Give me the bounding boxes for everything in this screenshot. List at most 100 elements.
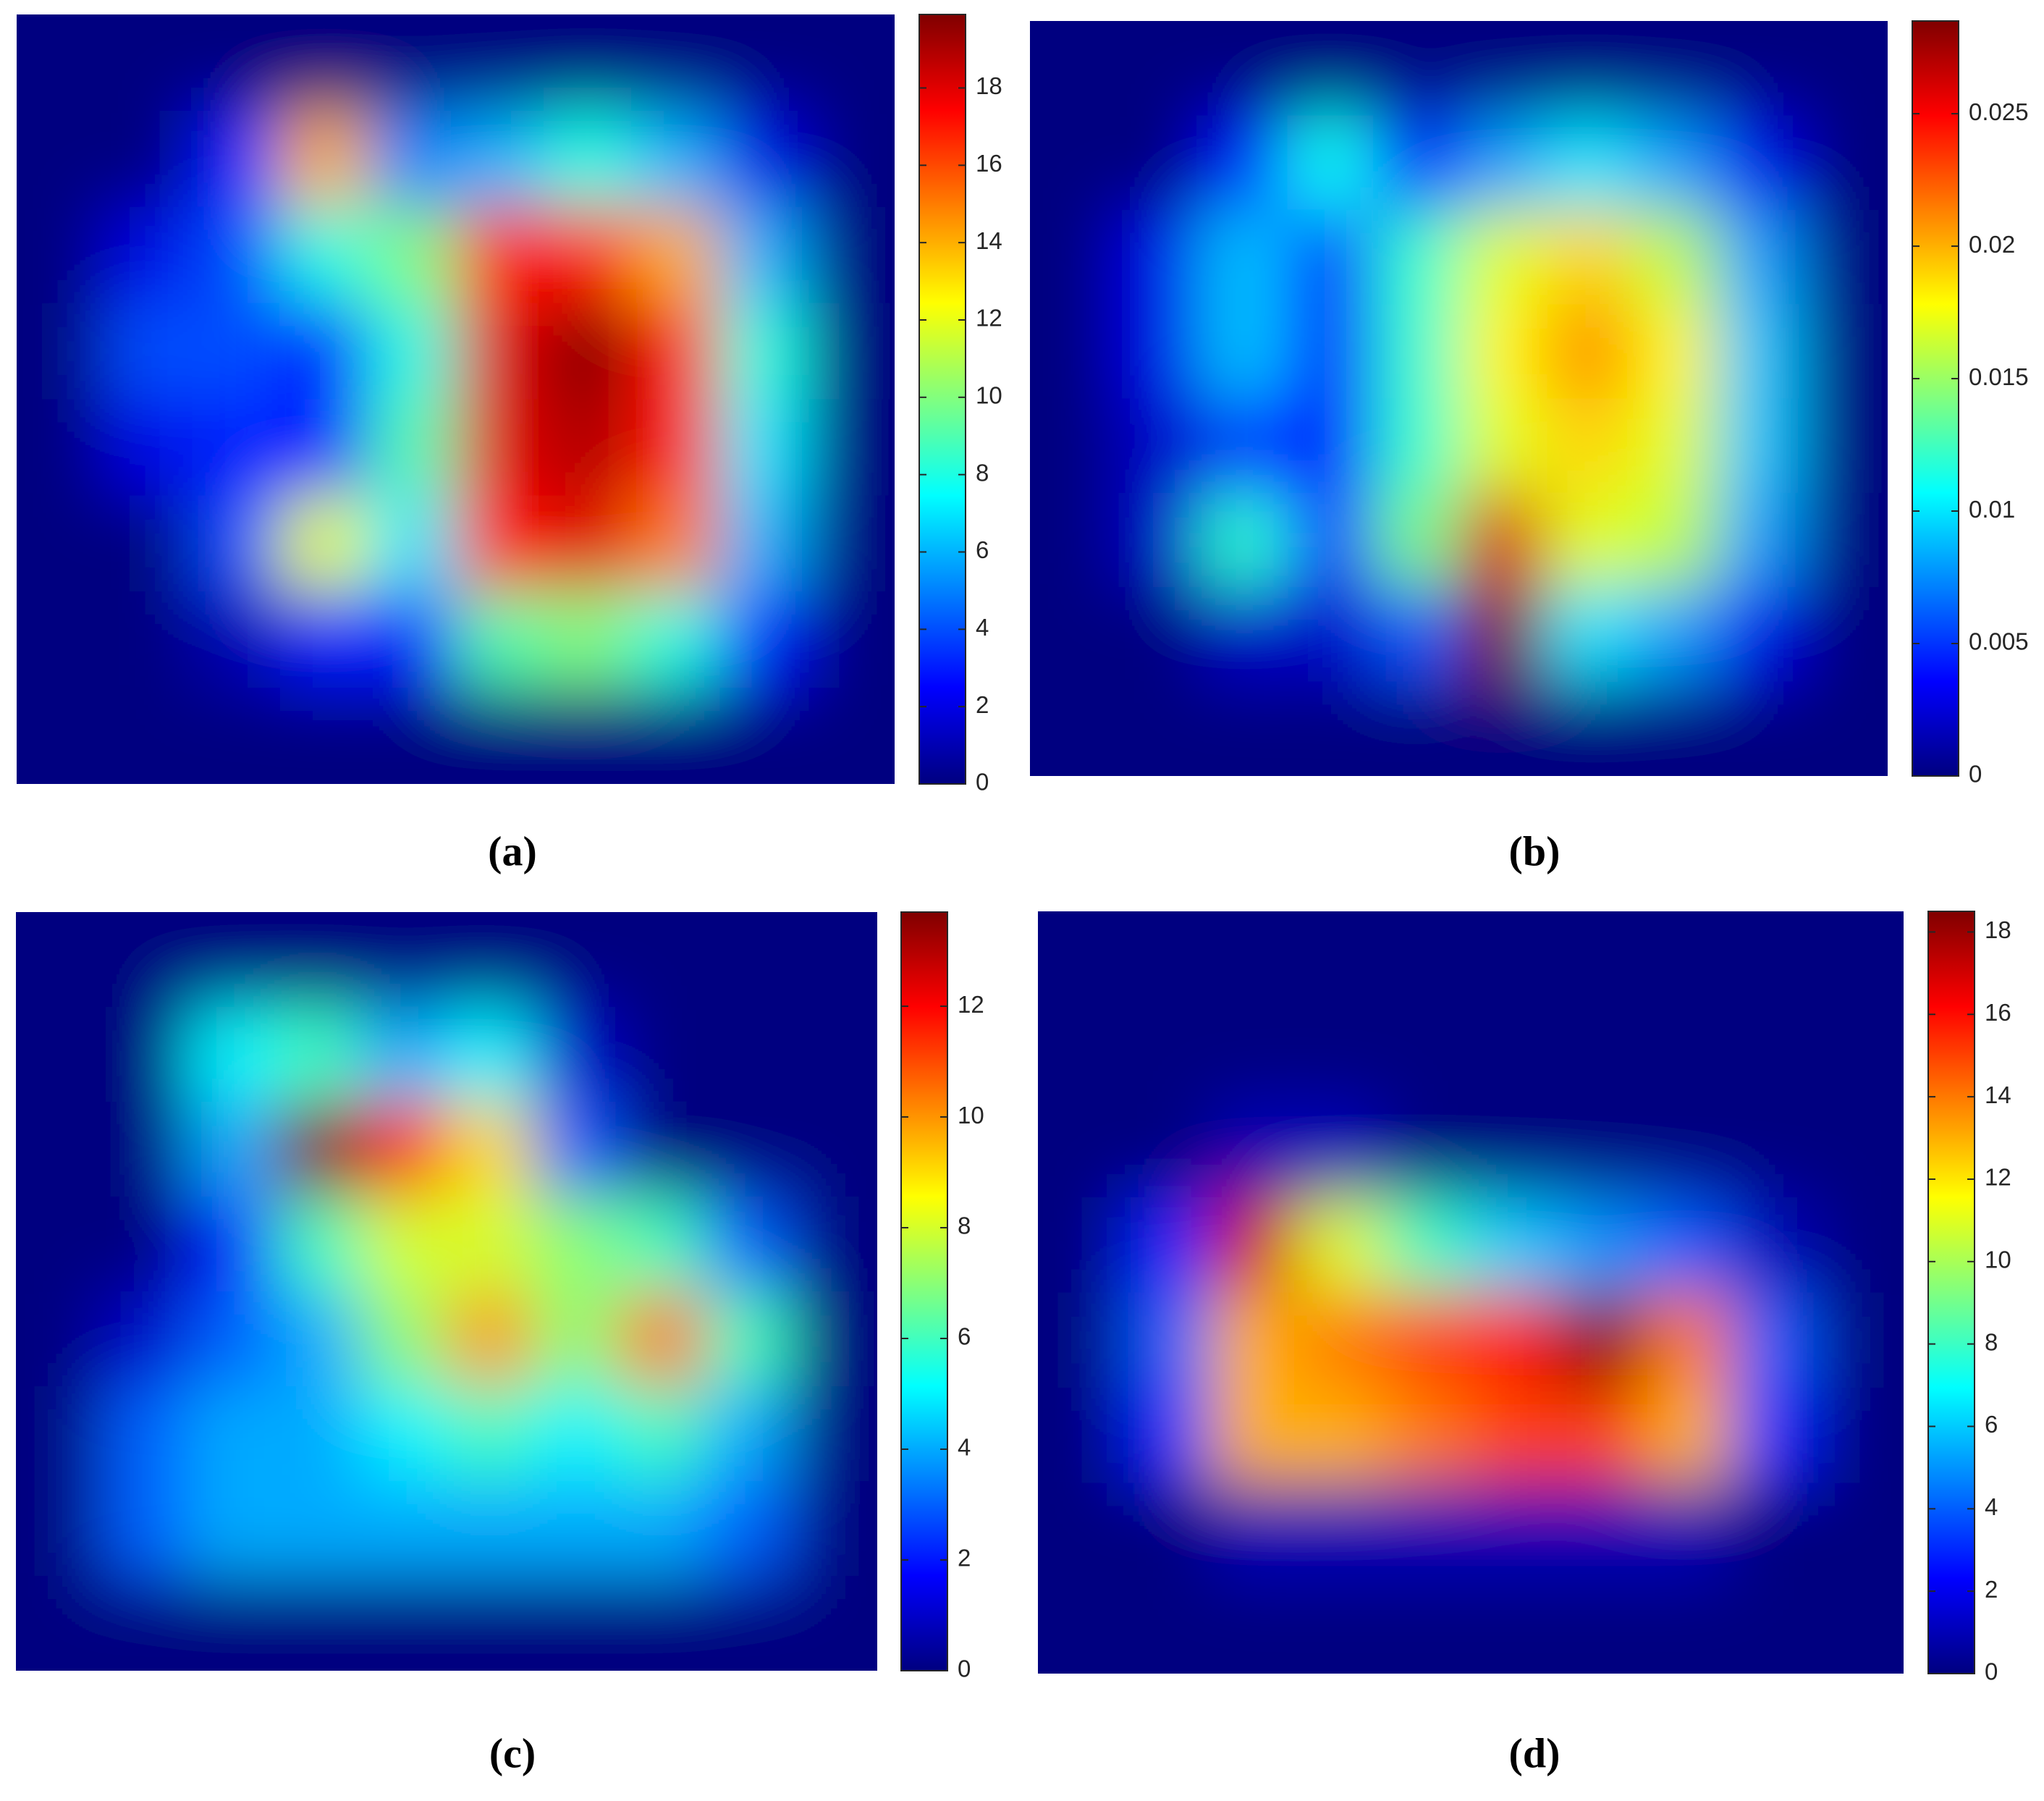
heatmap-cell — [1038, 1292, 1126, 1389]
heatmap-cell — [705, 912, 792, 1008]
heatmap-cell — [719, 303, 808, 400]
heatmap-cell — [806, 14, 895, 111]
colorbar-tick-label: 4 — [976, 614, 989, 641]
heatmap-cell — [17, 591, 106, 689]
heatmap-cell — [1802, 681, 1888, 776]
heatmap-cell — [1630, 304, 1717, 400]
heatmap-cell — [1030, 587, 1117, 683]
heatmap-cell — [360, 1291, 447, 1387]
heatmap-cell — [1716, 587, 1803, 683]
heatmap-cell — [1202, 492, 1288, 589]
heatmap-cell — [274, 912, 361, 1008]
heatmap-cell — [719, 688, 808, 784]
colorbar-tick-label: 10 — [1985, 1247, 2011, 1273]
colorbar-tick-label: 2 — [958, 1545, 971, 1572]
heatmap-cell — [1124, 1197, 1212, 1294]
heatmap-cell — [1545, 21, 1631, 117]
heatmap-cell — [274, 1481, 361, 1577]
heatmap-cell — [533, 1481, 620, 1577]
heatmap-cell — [1211, 1388, 1298, 1484]
colorbar-tick-label: 0.015 — [1969, 363, 2029, 390]
heatmap-cell — [455, 14, 544, 111]
heatmap-cell — [631, 206, 720, 304]
heatmap-cell — [543, 399, 633, 497]
heatmap-cell — [1471, 1482, 1558, 1579]
heatmap-cell — [1802, 398, 1888, 494]
heatmap-cell — [1802, 304, 1888, 400]
heatmap-cell — [192, 399, 281, 497]
colorbar-tick-label: 4 — [958, 1434, 971, 1461]
heatmap-cell — [1211, 1197, 1298, 1294]
heatmap-cell — [791, 1576, 877, 1671]
heatmap-cell — [274, 1197, 361, 1292]
heatmap-cell — [1373, 115, 1460, 211]
heatmap-cell — [188, 1197, 275, 1292]
heatmap-cell — [1373, 681, 1460, 776]
heatmap-cell — [102, 1386, 189, 1482]
heatmap-cell — [104, 591, 193, 689]
caption: (b) — [1509, 827, 1561, 874]
colorbar-tick-label: 6 — [976, 536, 989, 563]
heatmap-cell — [533, 1197, 620, 1292]
heatmap-cell — [447, 1386, 533, 1482]
heatmap-cell — [1802, 492, 1888, 589]
heatmap-cell — [719, 206, 808, 304]
heatmap-cell — [1202, 587, 1288, 683]
heatmap-cell — [1373, 304, 1460, 400]
heatmap-cell — [1630, 398, 1717, 494]
heatmap-cells — [1030, 21, 1888, 776]
colorbar-tick-label: 0 — [1969, 761, 1982, 788]
heatmap-cell — [1545, 398, 1631, 494]
colorbar-tick-label: 6 — [1985, 1411, 1998, 1438]
heatmap-cell — [791, 1386, 877, 1482]
colorbar-tick-label: 8 — [976, 459, 989, 486]
heatmap-cell — [631, 591, 720, 689]
heatmap-cell — [1557, 1578, 1645, 1674]
heatmap-cell — [1545, 304, 1631, 400]
heatmap-cell — [631, 688, 720, 784]
heatmap — [16, 912, 877, 1671]
heatmap-cell — [192, 206, 281, 304]
heatmap-cell — [368, 688, 457, 784]
heatmap-cell — [1038, 1006, 1126, 1103]
heatmap-cell — [619, 1291, 706, 1387]
heatmap-cell — [274, 1291, 361, 1387]
colorbar-tick-label: 16 — [1985, 999, 2011, 1026]
heatmap-cell — [368, 110, 457, 208]
heatmap-cell — [1373, 21, 1460, 117]
heatmap-cell — [192, 110, 281, 208]
heatmap-cell — [619, 1007, 706, 1102]
heatmap-cell — [1802, 115, 1888, 211]
heatmap-cell — [1124, 911, 1212, 1008]
heatmap-cell — [447, 1576, 533, 1671]
heatmap-cell — [1297, 1292, 1385, 1389]
heatmap-cell — [360, 1007, 447, 1102]
heatmap-cell — [17, 303, 106, 400]
caption: (a) — [488, 827, 537, 874]
heatmap-cell — [543, 110, 633, 208]
heatmap-cell — [1124, 1006, 1212, 1103]
heatmap-cell — [705, 1102, 792, 1197]
heatmap-cell — [1202, 304, 1288, 400]
heatmap-cell — [1817, 1006, 1904, 1103]
heatmap-cell — [533, 912, 620, 1008]
heatmap-cell — [1211, 1292, 1298, 1389]
heatmap-cell — [1384, 1292, 1471, 1389]
heatmap-cell — [1115, 209, 1202, 305]
heatmap-cell — [1373, 398, 1460, 494]
heatmap-cell — [1630, 681, 1717, 776]
heatmap-cell — [1545, 681, 1631, 776]
heatmap-cell — [1287, 492, 1374, 589]
heatmap-cell — [1038, 1388, 1126, 1484]
colorbar — [900, 911, 948, 1671]
heatmap-cell — [455, 591, 544, 689]
heatmap-cell — [104, 206, 193, 304]
heatmap-cell — [1211, 1102, 1298, 1198]
heatmap-cell — [631, 110, 720, 208]
heatmap-cell — [543, 14, 633, 111]
heatmap-cell — [1115, 304, 1202, 400]
heatmap-cell — [1817, 1578, 1904, 1674]
heatmap-cell — [368, 399, 457, 497]
heatmap-cell — [1115, 115, 1202, 211]
heatmap-cell — [543, 303, 633, 400]
